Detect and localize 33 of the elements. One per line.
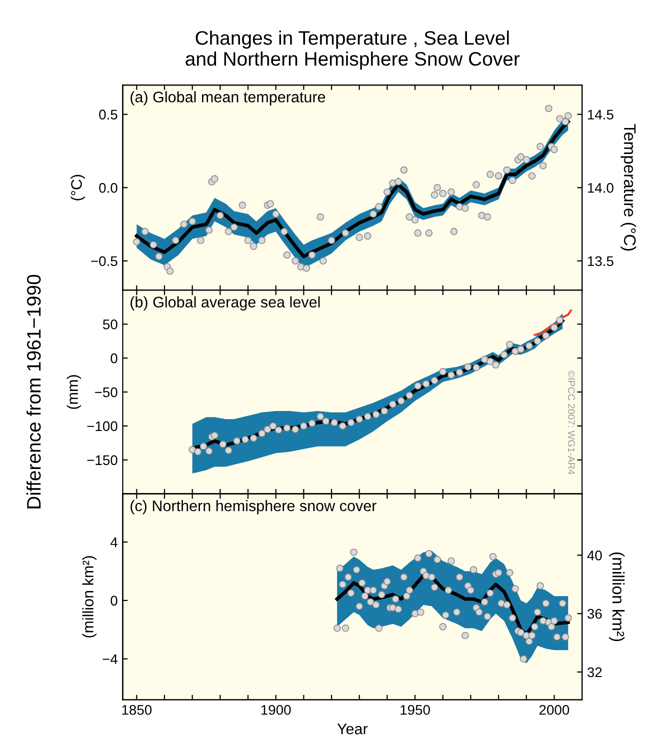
text: Difference from 1961−1990	[26, 274, 41, 508]
x-tick-label: 2000	[539, 704, 570, 715]
y-tick-label: −4	[102, 654, 118, 664]
y-tick-label: −100	[87, 421, 118, 432]
chart-subtitle: (c) Northern hemisphere snow cover	[130, 500, 376, 514]
x-axis-title: Year	[337, 724, 368, 734]
y-tick-label: −150	[87, 455, 118, 466]
y-tick-label: 4	[110, 538, 118, 548]
x-tick-label: 1850	[122, 704, 152, 715]
y-tick-label: 0	[110, 596, 118, 606]
chart-subtitle: (b) Global average sea level	[130, 296, 320, 311]
chart-subtitle: (a) Global mean temperature	[130, 91, 326, 106]
y-tick-label: −50	[95, 387, 118, 398]
y-tick-label: 0.0	[99, 182, 118, 193]
chart-title: Changes in Temperature , Sea Level and Northern Hemisphere Snow Cover	[186, 30, 520, 70]
y2-axis-title: Temperature (°C)	[620, 124, 636, 251]
y-axis-title: (million km²)	[82, 556, 96, 638]
y-tick-label: 0	[110, 353, 118, 364]
x-tick-label: 1950	[400, 704, 430, 715]
y2-tick-label: 14.0	[588, 182, 614, 193]
y-tick-label: 50	[102, 319, 118, 330]
y-tick-label: −0.5	[91, 256, 118, 266]
y2-tick-label: 36	[587, 608, 602, 619]
y-axis-title: (°C)	[70, 174, 85, 200]
y-tick-label: 0.5	[99, 110, 118, 120]
y2-axis-title: (million km²)	[609, 552, 625, 642]
y-axis-title: (mm)	[66, 375, 82, 409]
y2-tick-label: 32	[587, 667, 602, 678]
y2-tick-label: 13.5	[588, 256, 614, 266]
x-tick-label: 1900	[261, 704, 291, 715]
annotation: ©IPCC 2007: WG1-AR4	[568, 370, 575, 474]
y2-tick-label: 14.5	[588, 110, 614, 120]
y2-tick-label: 40	[587, 550, 602, 560]
